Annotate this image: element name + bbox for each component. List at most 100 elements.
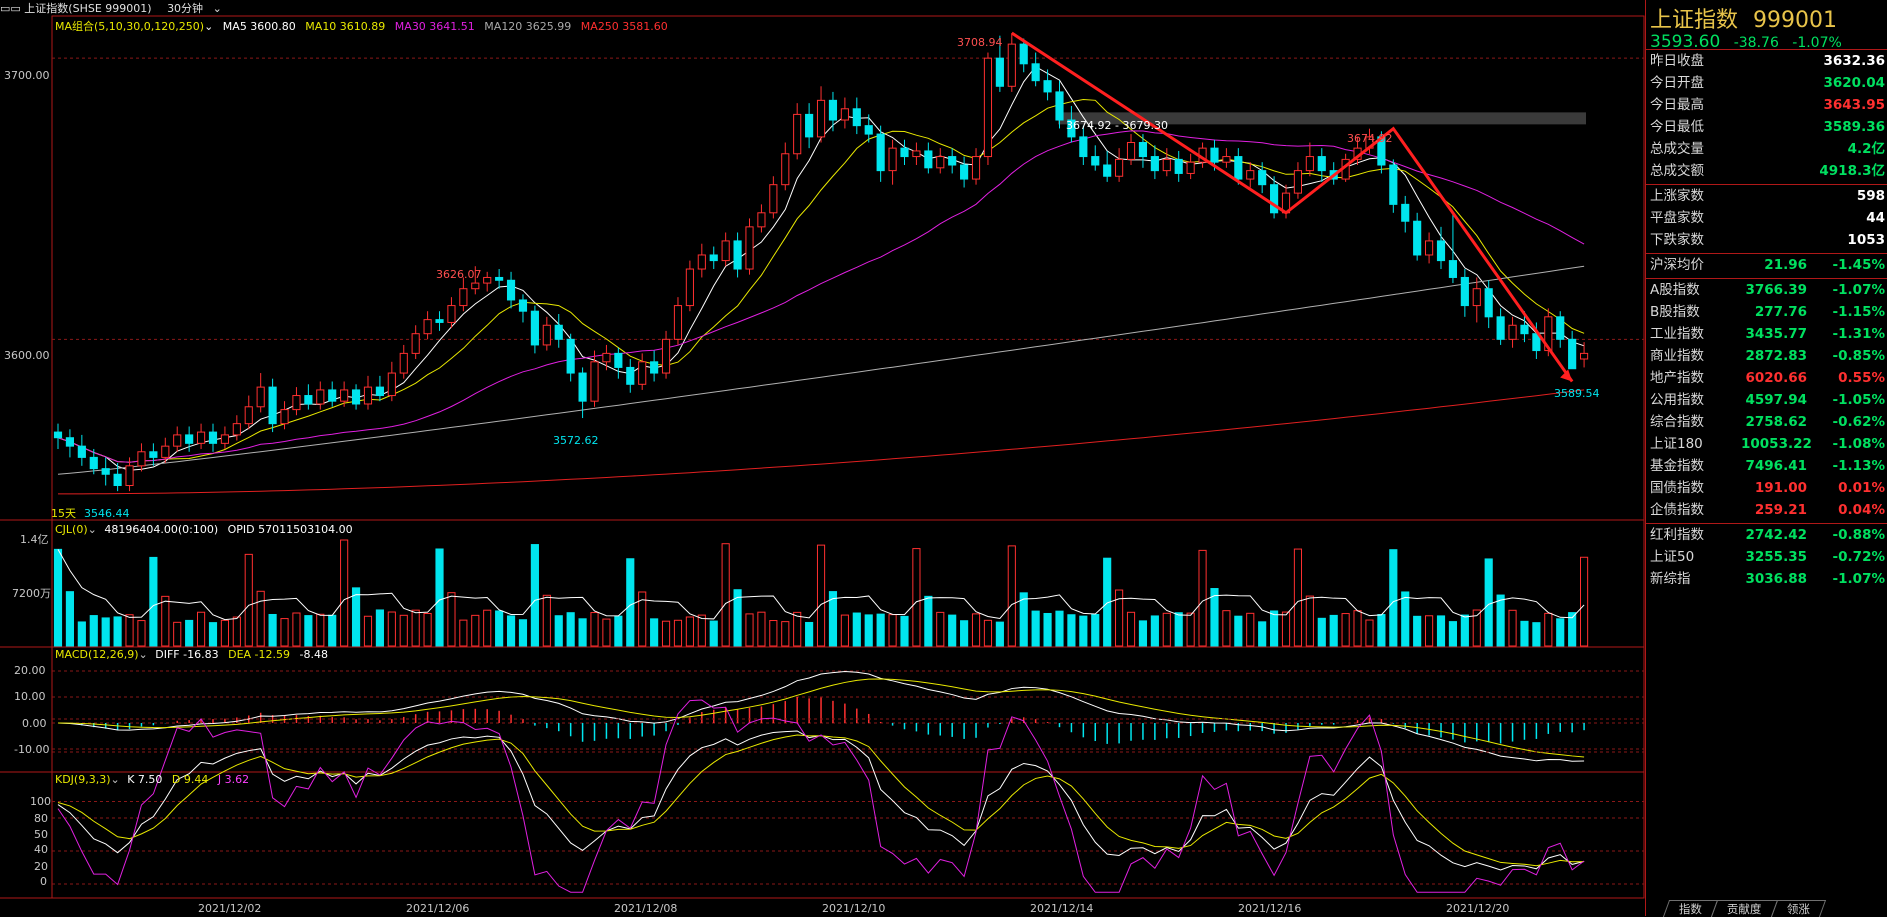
volume-bar bbox=[995, 621, 1004, 647]
chevron-down-icon: ⌄ bbox=[204, 20, 214, 33]
macd-label[interactable]: MACD(12,26,9) bbox=[55, 648, 139, 661]
quote-row[interactable]: 上证50 3255.35 -0.72% bbox=[1646, 546, 1887, 568]
quote-row[interactable]: 平盘家数 44 bbox=[1646, 207, 1887, 229]
row-value: 277.76 bbox=[1754, 304, 1807, 320]
candle-body bbox=[232, 423, 241, 436]
candle-body bbox=[113, 473, 122, 487]
date-tick-label: 2021/12/02 bbox=[198, 902, 262, 915]
ma120-value: MA120 3625.99 bbox=[484, 20, 572, 33]
volume-bar bbox=[435, 548, 444, 647]
candle-body bbox=[1150, 156, 1159, 172]
row-value: 2872.83 bbox=[1745, 348, 1808, 364]
quote-row[interactable]: 公用指数 4597.94 -1.05% bbox=[1646, 389, 1887, 411]
ma5-value: MA5 3600.80 bbox=[222, 20, 296, 33]
candle-body bbox=[816, 99, 826, 138]
volume-bar bbox=[1436, 615, 1446, 647]
volume-bar bbox=[673, 619, 683, 647]
quote-row[interactable]: 昨日收盘 3632.36 bbox=[1646, 50, 1887, 72]
row-value: 1053 bbox=[1847, 232, 1885, 248]
quote-row[interactable]: 商业指数 2872.83 -0.85% bbox=[1646, 345, 1887, 367]
kline-chart[interactable] bbox=[0, 0, 1645, 916]
volume-value: 48196404.00(0:100) bbox=[104, 523, 219, 536]
volume-bar bbox=[53, 548, 63, 647]
candle-body bbox=[471, 282, 480, 290]
volume-bar bbox=[721, 543, 730, 647]
candle-body bbox=[53, 431, 63, 439]
volume-bar bbox=[661, 620, 671, 647]
volume-bar bbox=[816, 544, 826, 647]
sidebar-tab[interactable]: 领涨 bbox=[1770, 900, 1826, 917]
quote-row[interactable]: 今日最低 3589.36 bbox=[1646, 116, 1887, 138]
sidebar-tab[interactable]: 贡献度 bbox=[1710, 900, 1778, 917]
volume-bar bbox=[1091, 614, 1100, 647]
volume-bar bbox=[268, 613, 277, 647]
kdj-tick-label: 40 bbox=[34, 843, 48, 856]
volume-bar bbox=[1031, 610, 1040, 647]
candle-body bbox=[316, 389, 325, 405]
row-label: A股指数 bbox=[1650, 282, 1700, 298]
volume-bar bbox=[256, 590, 265, 647]
quote-row[interactable]: 红利指数 2742.42 -0.88% bbox=[1646, 524, 1887, 546]
quote-row[interactable]: 上证180 10053.22 -1.08% bbox=[1646, 433, 1887, 455]
row-label: 红利指数 bbox=[1650, 527, 1704, 543]
quote-row[interactable]: 基金指数 7496.41 -1.13% bbox=[1646, 455, 1887, 477]
candle-body bbox=[638, 361, 647, 385]
quote-row[interactable]: 下跌家数 1053 bbox=[1646, 229, 1887, 251]
row-label: 沪深均价 bbox=[1650, 257, 1704, 273]
volume-bar bbox=[1198, 549, 1207, 647]
row-pct: -1.07% bbox=[1832, 282, 1885, 298]
index-selector[interactable]: ▭▭ 上证指数(SHSE 999001) bbox=[0, 2, 152, 15]
kdj-label[interactable]: KDJ(9,3,3) bbox=[55, 773, 111, 786]
period-selector[interactable]: 30分钟 ⌄ bbox=[167, 2, 222, 15]
quote-row[interactable]: 今日最高 3643.95 bbox=[1646, 94, 1887, 116]
quote-row[interactable]: 总成交量 4.2亿 bbox=[1646, 138, 1887, 160]
quote-row[interactable]: A股指数 3766.39 -1.07% bbox=[1646, 279, 1887, 301]
volume-bar bbox=[1448, 621, 1458, 647]
volume-bar bbox=[101, 617, 110, 647]
volume-bar bbox=[1389, 549, 1398, 647]
quote-row[interactable]: 综合指数 2758.62 -0.62% bbox=[1646, 411, 1887, 433]
quote-row[interactable]: 总成交额 4918.3亿 bbox=[1646, 160, 1887, 182]
volume-bar bbox=[399, 614, 408, 647]
volume-bar bbox=[65, 591, 74, 647]
volume-bar bbox=[1472, 609, 1481, 647]
volume-bar bbox=[733, 589, 742, 647]
candle-body bbox=[1460, 276, 1469, 307]
volume-bar bbox=[709, 620, 718, 647]
volume-bar bbox=[1580, 556, 1589, 647]
ma250-line bbox=[58, 389, 1585, 495]
volume-bar bbox=[411, 609, 420, 647]
tab-label: 领涨 bbox=[1786, 902, 1810, 916]
ma120-line bbox=[57, 265, 1585, 475]
date-tick-label: 2021/12/20 bbox=[1446, 902, 1510, 915]
quote-row[interactable]: 沪深均价 21.96 -1.45% bbox=[1646, 254, 1887, 276]
volume-label[interactable]: CJL(0) bbox=[55, 523, 88, 536]
quote-row[interactable]: 国债指数 191.00 0.01% bbox=[1646, 477, 1887, 499]
annotation-second-high: 3674.92 bbox=[1347, 132, 1393, 145]
volume-bar bbox=[840, 614, 849, 647]
candle-body bbox=[399, 352, 408, 374]
row-value: 2758.62 bbox=[1745, 414, 1808, 430]
quote-row[interactable]: B股指数 277.76 -1.15% bbox=[1646, 301, 1887, 323]
candle-body bbox=[1007, 43, 1016, 87]
volume-bar bbox=[173, 621, 182, 647]
quote-row[interactable]: 上涨家数 598 bbox=[1646, 185, 1887, 207]
kdj-legend: KDJ(9,3,3)⌄ K 7.50 D 9.44 J 3.62 bbox=[55, 773, 249, 786]
volume-bar bbox=[614, 615, 623, 647]
candle-body bbox=[1210, 147, 1219, 163]
candle-body bbox=[459, 288, 468, 307]
ma10-value: MA10 3610.89 bbox=[305, 20, 386, 33]
sidebar-tab[interactable]: 指数 bbox=[1662, 900, 1719, 917]
quote-row[interactable]: 新综指 3036.88 -1.07% bbox=[1646, 568, 1887, 590]
candle-body bbox=[793, 113, 802, 155]
ma-group-label[interactable]: MA组合(5,10,30,0,120,250)⌄ bbox=[55, 20, 214, 33]
volume-bar bbox=[208, 622, 218, 647]
candle-body bbox=[1067, 119, 1076, 138]
quote-row[interactable]: 地产指数 6020.66 0.55% bbox=[1646, 367, 1887, 389]
volume-bar bbox=[1281, 611, 1291, 647]
row-value: 7496.41 bbox=[1745, 458, 1808, 474]
quote-row[interactable]: 今日开盘 3620.04 bbox=[1646, 72, 1887, 94]
quote-row[interactable]: 企债指数 259.21 0.04% bbox=[1646, 499, 1887, 521]
quote-row[interactable]: 工业指数 3435.77 -1.31% bbox=[1646, 323, 1887, 345]
period-count: 15天 bbox=[51, 507, 76, 520]
